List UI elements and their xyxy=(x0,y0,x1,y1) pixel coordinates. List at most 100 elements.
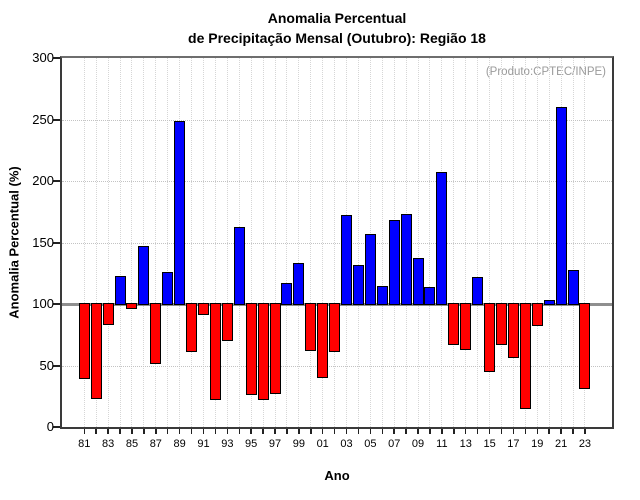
x-axis-tick xyxy=(357,429,360,434)
bar-2003 xyxy=(341,215,353,305)
x-tick-label-21: 21 xyxy=(554,438,568,450)
x-tick-label-93: 93 xyxy=(221,438,234,450)
bar-1991 xyxy=(198,303,209,316)
x-axis-tick xyxy=(274,429,276,434)
horizontal-gridline xyxy=(62,242,612,244)
x-tick-label-05: 05 xyxy=(364,438,377,450)
x-axis-tick xyxy=(584,429,586,434)
bar-2005 xyxy=(364,233,376,305)
x-tick-label-95: 95 xyxy=(245,438,258,450)
chart-title-line1: Anomalia Percentual xyxy=(267,10,407,26)
x-axis-tick xyxy=(405,429,407,434)
y-tick-label-100: 100 xyxy=(32,296,54,311)
x-axis-tick xyxy=(548,429,550,434)
x-axis-tick xyxy=(310,429,312,434)
x-axis-tick xyxy=(333,429,336,434)
bar-2004 xyxy=(352,264,364,305)
bar-1993 xyxy=(221,303,233,341)
bar-1982 xyxy=(90,303,102,399)
y-axis-tick xyxy=(53,364,60,367)
x-axis-tick xyxy=(155,429,157,434)
x-axis-tick xyxy=(107,429,109,434)
x-axis-tick xyxy=(286,429,288,434)
bar-2021 xyxy=(555,107,567,305)
x-tick-label-87: 87 xyxy=(149,438,162,450)
bar-2018 xyxy=(519,303,531,409)
bar-2017 xyxy=(507,303,519,359)
x-axis-tick xyxy=(524,429,527,434)
x-axis-tick xyxy=(417,429,419,434)
bar-1995 xyxy=(245,303,257,396)
x-axis-tick xyxy=(214,429,217,434)
x-axis-tick xyxy=(178,429,181,434)
bar-2008 xyxy=(400,214,412,305)
x-tick-label-89: 89 xyxy=(173,438,186,450)
y-axis-tick xyxy=(53,180,60,182)
x-axis-tick xyxy=(369,429,372,434)
x-axis-tick xyxy=(238,429,240,434)
bar-2019 xyxy=(531,303,543,327)
x-axis-tick xyxy=(143,429,145,434)
bar-1989 xyxy=(174,120,186,305)
y-axis-tick xyxy=(53,426,60,428)
x-axis-tick xyxy=(536,429,538,434)
y-axis-tick xyxy=(53,241,60,244)
bar-1994 xyxy=(233,226,245,305)
x-tick-label-91: 91 xyxy=(197,438,210,450)
bar-2014 xyxy=(472,276,484,305)
x-axis-tick xyxy=(500,429,503,434)
bar-2009 xyxy=(412,258,424,305)
bar-2015 xyxy=(484,303,496,372)
x-axis-tick xyxy=(95,429,97,434)
bar-1984 xyxy=(114,275,126,305)
bar-2022 xyxy=(567,269,579,305)
bar-1997 xyxy=(269,303,281,394)
bar-1986 xyxy=(138,246,150,305)
bar-2016 xyxy=(496,303,507,345)
horizontal-gridline xyxy=(62,119,612,121)
x-axis-tick xyxy=(512,429,515,434)
bar-2001 xyxy=(317,303,329,378)
x-axis-tick xyxy=(488,429,491,434)
chart-title: Anomalia Percentual de Precipitação Mens… xyxy=(62,8,612,49)
x-axis-tick xyxy=(393,429,395,434)
bar-1983 xyxy=(102,303,114,325)
bar-2000 xyxy=(305,303,317,351)
x-tick-label-99: 99 xyxy=(292,438,305,450)
bar-2020 xyxy=(543,300,555,305)
x-tick-label-01: 01 xyxy=(316,438,329,450)
x-axis-tick xyxy=(572,429,574,434)
bar-1981 xyxy=(78,303,90,380)
x-tick-label-85: 85 xyxy=(125,438,139,450)
bar-2007 xyxy=(388,220,400,305)
x-tick-label-03: 03 xyxy=(340,438,353,450)
x-axis-tick xyxy=(226,429,229,434)
x-axis-tick xyxy=(381,429,384,434)
x-axis-tick xyxy=(321,429,324,434)
y-axis-tick xyxy=(53,57,60,59)
y-tick-label-300: 300 xyxy=(32,50,54,65)
y-tick-label-250: 250 xyxy=(32,111,54,127)
y-tick-label-150: 150 xyxy=(32,234,54,250)
x-axis-tick xyxy=(202,429,205,434)
bar-1987 xyxy=(150,303,162,365)
bar-1990 xyxy=(186,303,198,352)
y-tick-label-50: 50 xyxy=(39,357,54,373)
x-tick-label-97: 97 xyxy=(268,438,282,450)
x-axis-tick xyxy=(441,429,443,434)
x-axis-label: Ano xyxy=(324,468,350,483)
bar-1996 xyxy=(257,303,269,400)
x-axis-tick xyxy=(83,429,86,434)
y-tick-label-0: 0 xyxy=(46,419,54,434)
bar-2002 xyxy=(329,303,341,352)
x-tick-label-17: 17 xyxy=(507,438,520,450)
x-axis-tick xyxy=(560,429,562,434)
bar-1988 xyxy=(162,272,174,305)
x-tick-label-19: 19 xyxy=(531,438,544,450)
horizontal-gridline xyxy=(62,181,612,182)
bar-2006 xyxy=(376,285,388,305)
x-axis-tick xyxy=(453,429,455,434)
x-axis-tick xyxy=(476,429,479,434)
bar-2023 xyxy=(579,303,591,389)
